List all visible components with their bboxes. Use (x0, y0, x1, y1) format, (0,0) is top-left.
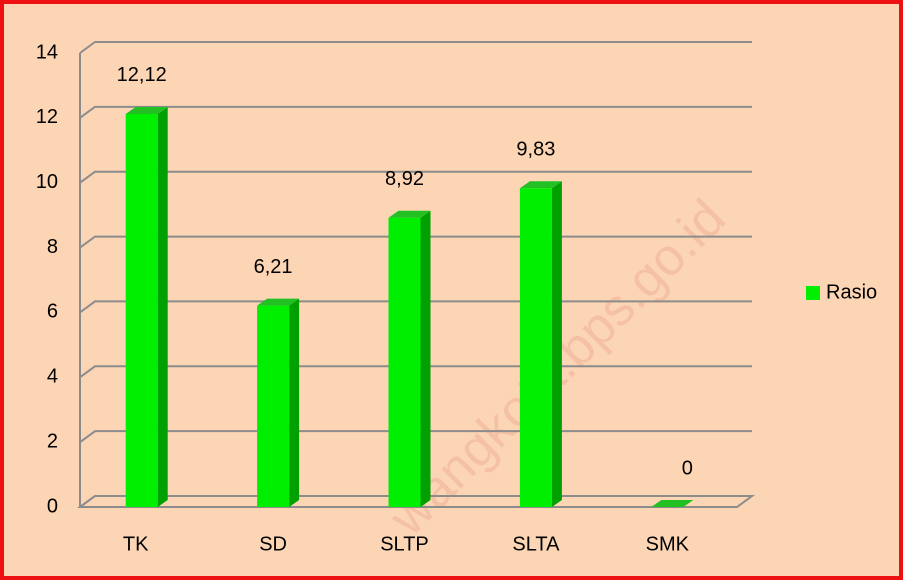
bar-side (551, 181, 562, 507)
y-tick-label: 10 (36, 171, 58, 193)
bar-top (125, 106, 168, 114)
bar-top (388, 210, 431, 218)
x-tick-label: SD (259, 533, 287, 555)
bar-side (157, 106, 168, 508)
legend-label: Rasio (826, 281, 877, 303)
bar-side (289, 298, 300, 507)
value-label: 9,83 (516, 139, 555, 161)
y-tick-label: 0 (47, 495, 58, 517)
bar-top (651, 500, 694, 507)
bar-front (257, 305, 290, 507)
y-tick-label: 2 (47, 430, 58, 452)
bar (651, 500, 694, 507)
x-tick-label: SMK (646, 533, 690, 555)
y-tick-label: 14 (36, 41, 58, 63)
bar (125, 106, 168, 508)
x-tick-label: TK (123, 533, 149, 555)
bar (519, 181, 562, 507)
legend-swatch (806, 286, 820, 300)
grid-line (79, 41, 752, 54)
y-tick-label: 12 (36, 106, 58, 128)
bar (257, 298, 300, 507)
bar-side (420, 210, 431, 508)
bar-front (519, 188, 552, 507)
y-tick-label: 6 (47, 301, 58, 323)
bar (388, 210, 431, 508)
value-label: 12,12 (117, 64, 167, 86)
x-tick-label: SLTA (512, 533, 560, 555)
bar-front (125, 113, 158, 508)
value-label: 0 (682, 457, 693, 479)
y-tick-label: 8 (47, 236, 58, 258)
x-tick-label: SLTP (380, 533, 429, 555)
grid-line (79, 170, 752, 184)
bar-front (388, 217, 421, 508)
y-tick-label: 4 (47, 366, 58, 388)
bar-top (257, 298, 300, 306)
value-label: 8,92 (385, 168, 424, 190)
bar-top (519, 181, 562, 189)
grid-line (79, 105, 752, 119)
value-label: 6,21 (254, 256, 293, 278)
